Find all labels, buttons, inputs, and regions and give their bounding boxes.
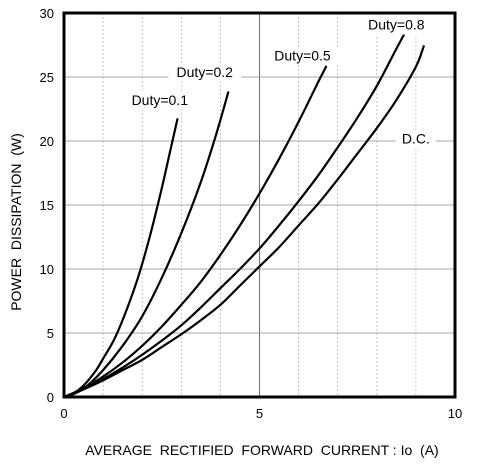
curve-label-duty-0-5: Duty=0.5 bbox=[274, 47, 331, 63]
curve-label-d-c: D.C. bbox=[402, 131, 430, 147]
curve-label-bg-duty-0-1 bbox=[123, 92, 197, 111]
curve-labels: Duty=0.1 Duty=0.2 Duty=0.5 Duty=0.8 D.C. bbox=[123, 16, 437, 149]
x-tick-label: 0 bbox=[60, 406, 67, 421]
plot-frame bbox=[62, 11, 457, 399]
curve-label-duty-0-1: Duty=0.1 bbox=[132, 92, 189, 108]
y-tick-label: 10 bbox=[40, 262, 54, 277]
y-tick-label: 15 bbox=[40, 198, 54, 213]
y-tick-label: 0 bbox=[47, 390, 54, 405]
series-line-d-c bbox=[62, 45, 425, 399]
series-line-duty-0-5 bbox=[62, 65, 328, 399]
curve-label-duty-0-2: Duty=0.2 bbox=[177, 64, 234, 80]
curve-label-bg-duty-0-2 bbox=[168, 64, 242, 82]
x-tick-label: 5 bbox=[256, 406, 263, 421]
curve-label-bg-duty-0-5 bbox=[266, 47, 339, 66]
y-axis-label: POWER DISSIPATION (W) bbox=[8, 133, 24, 311]
y-tick-label: 5 bbox=[47, 326, 54, 341]
curve-label-bg-duty-0-8 bbox=[359, 16, 433, 35]
series-line-duty-0-8 bbox=[62, 25, 410, 399]
y-tick-label: 25 bbox=[40, 70, 54, 85]
x-axis-label: AVERAGE RECTIFIED FORWARD CURRENT : Io (… bbox=[85, 442, 438, 458]
y-tick-label: 20 bbox=[40, 134, 54, 149]
tick-labels: 0 5 10 15 20 25 30 0 5 10 bbox=[40, 6, 463, 421]
y-tick-label: 30 bbox=[40, 6, 54, 21]
series-line-duty-0-1 bbox=[62, 118, 179, 399]
series-group bbox=[62, 25, 425, 399]
curve-label-duty-0-8: Duty=0.8 bbox=[368, 17, 425, 33]
curve-label-bg-d-c bbox=[395, 130, 437, 149]
plot-border bbox=[62, 11, 457, 399]
x-tick-label: 10 bbox=[448, 406, 462, 421]
